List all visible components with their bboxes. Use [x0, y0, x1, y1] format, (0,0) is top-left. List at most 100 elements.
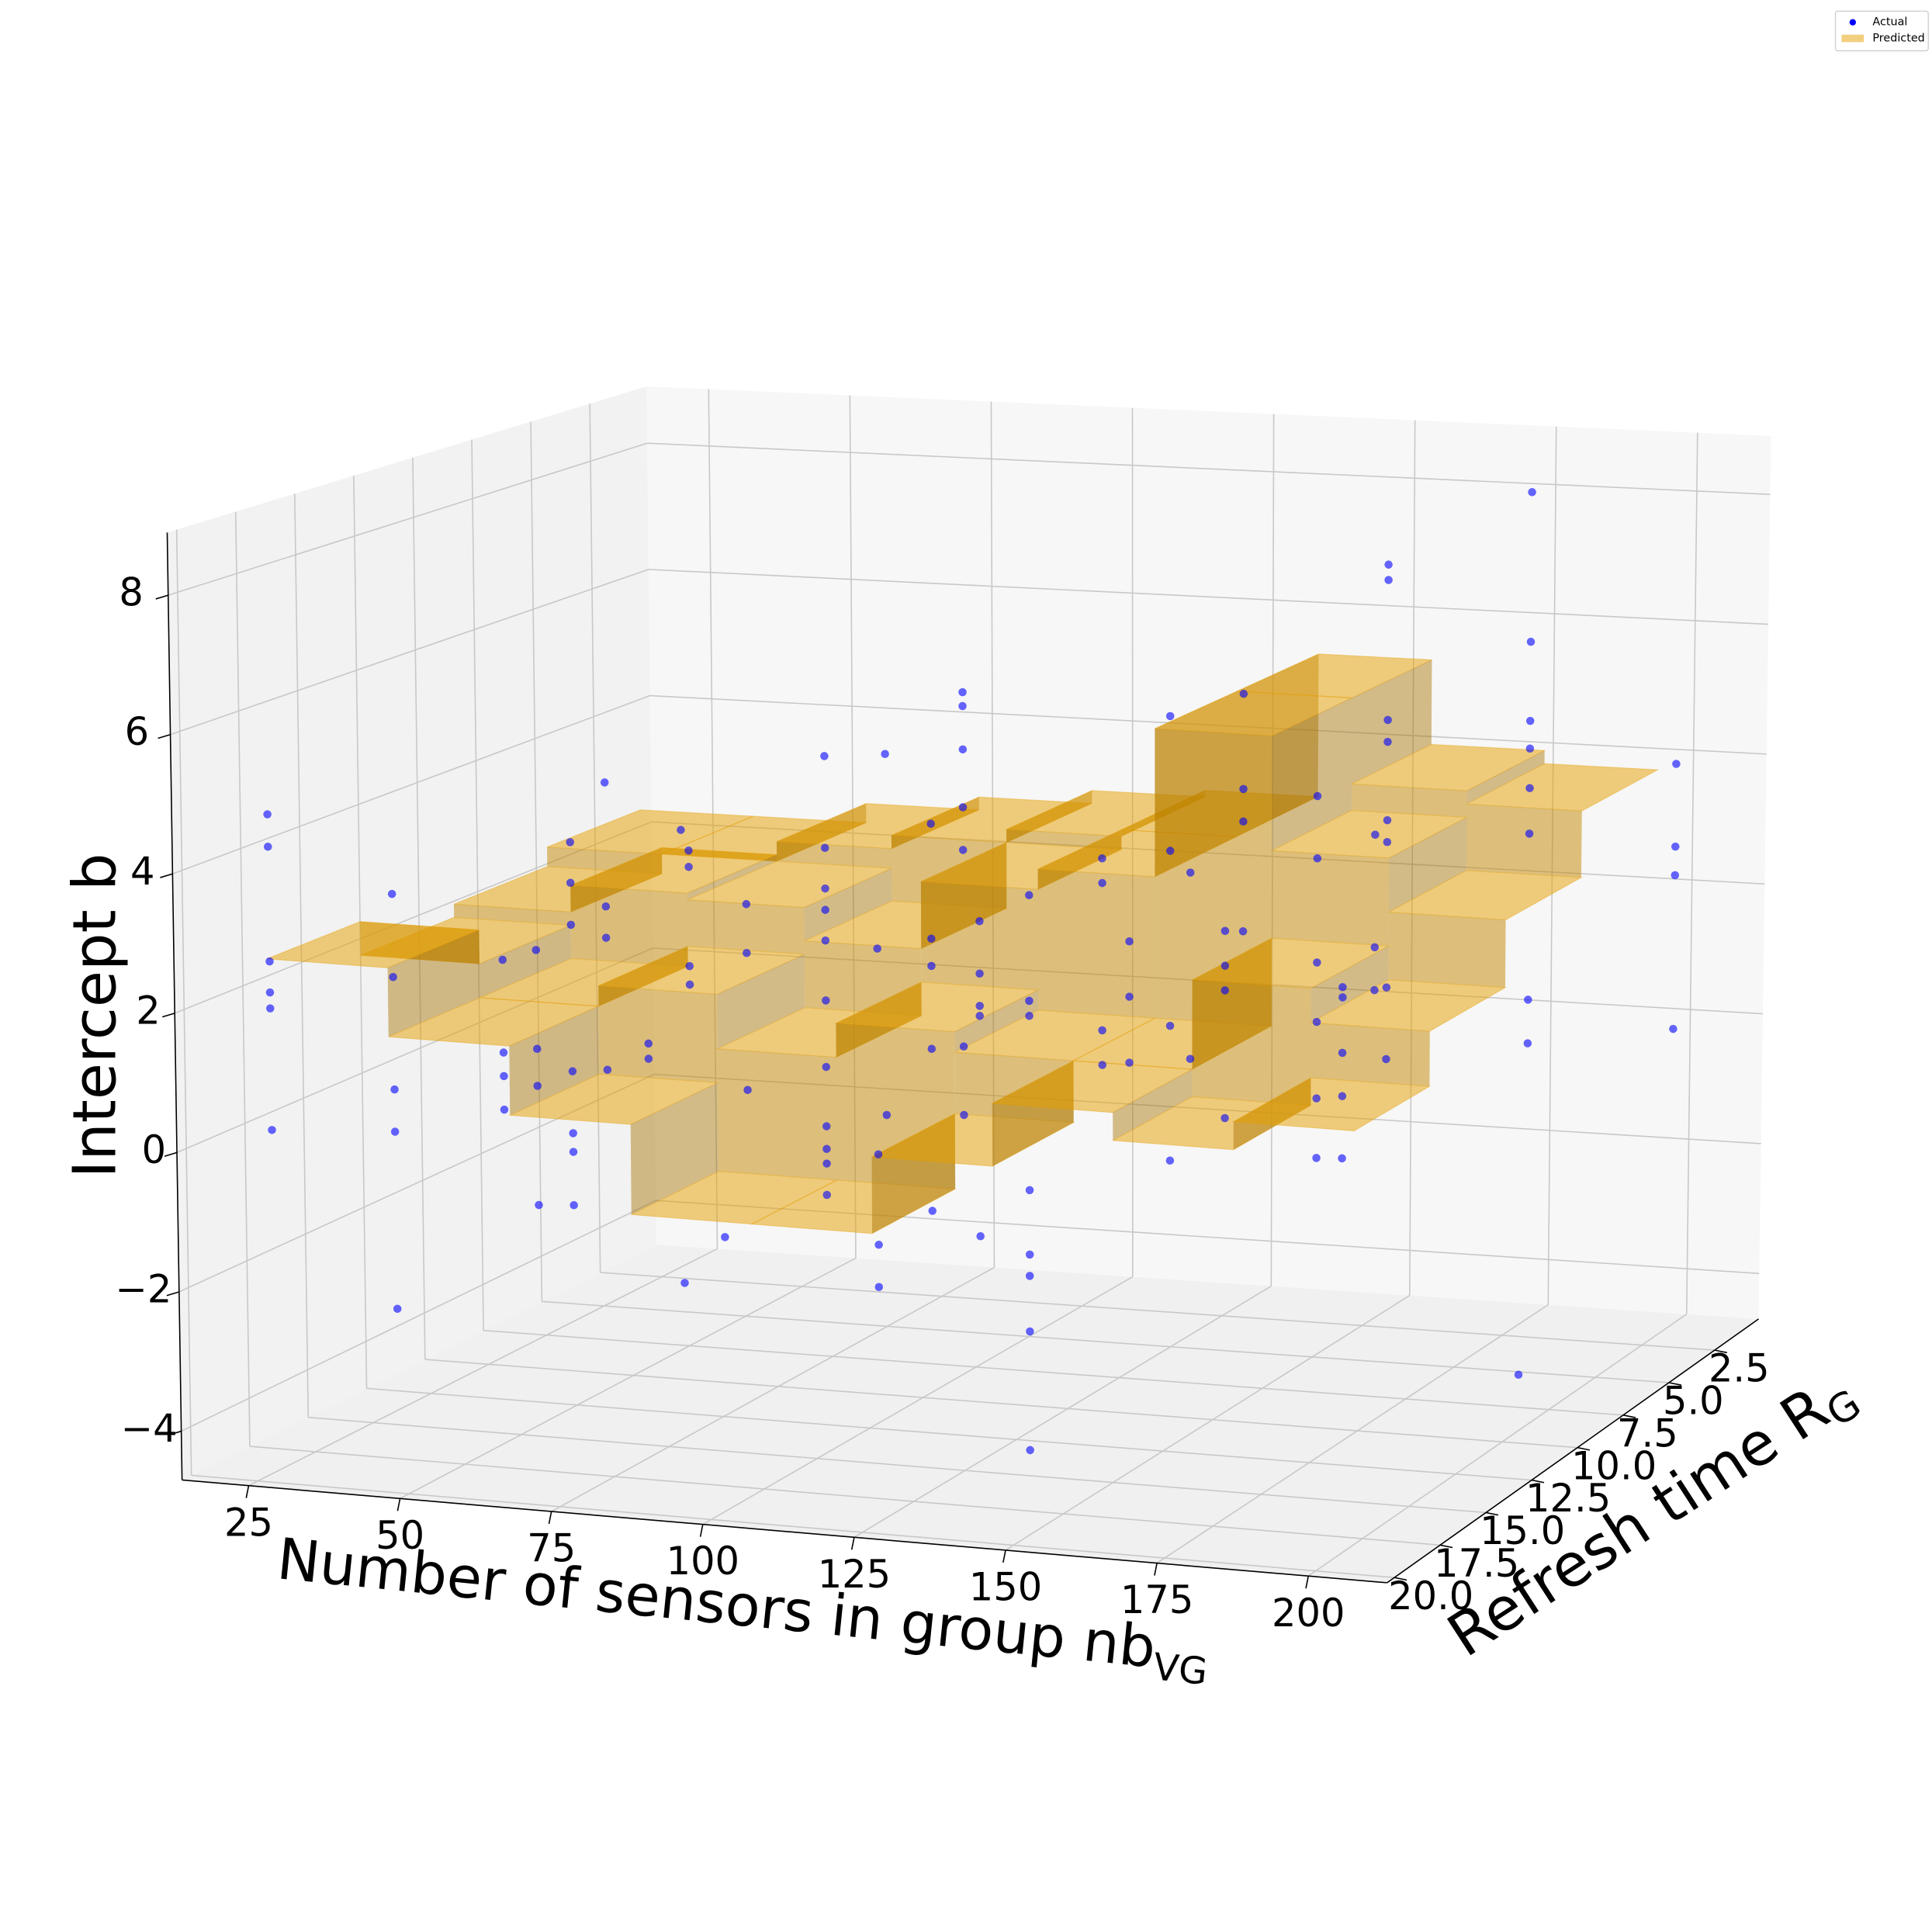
point: [1525, 784, 1534, 793]
point: [1525, 744, 1535, 753]
point: [1526, 637, 1536, 646]
y-tick: [1485, 1511, 1499, 1516]
y-tick: [1668, 1382, 1682, 1386]
point: [266, 1004, 275, 1013]
y-tick-label: 2.5: [1709, 1346, 1770, 1391]
grid-line: [172, 694, 651, 875]
point: [1220, 1113, 1229, 1123]
point: [1523, 1039, 1532, 1047]
point: [721, 1233, 729, 1241]
surface-wall: [479, 925, 572, 998]
point: [821, 884, 829, 893]
surface-wall: [954, 989, 1038, 1053]
point: [1382, 1054, 1390, 1064]
point: [820, 843, 829, 852]
point: [1371, 830, 1380, 840]
surface-wall: [1272, 698, 1352, 851]
x-tick: [1154, 1563, 1158, 1576]
surface-wall: [1113, 1069, 1193, 1141]
point: [926, 819, 935, 828]
x-tick-label: 75: [527, 1526, 576, 1571]
point: [1239, 784, 1248, 794]
surface-wall: [920, 881, 1038, 990]
surface-wall: [1466, 750, 1545, 805]
surface-wall: [1388, 912, 1506, 988]
point: [1672, 760, 1681, 768]
point: [1525, 716, 1535, 725]
point: [566, 878, 575, 888]
point: [1370, 943, 1379, 952]
point: [680, 1279, 689, 1287]
point: [821, 905, 829, 914]
point: [743, 1085, 752, 1095]
point: [1382, 983, 1391, 992]
y-tick: [1439, 1544, 1453, 1549]
point: [822, 1144, 831, 1154]
point: [685, 961, 694, 971]
z-tick: [158, 733, 171, 739]
point: [677, 826, 685, 834]
grid-line: [471, 439, 484, 1331]
grid-line: [1156, 1304, 1549, 1564]
point: [1338, 1092, 1347, 1101]
point: [874, 1241, 883, 1249]
point: [1098, 1061, 1107, 1069]
point: [1313, 854, 1322, 863]
point: [1025, 996, 1034, 1006]
point: [1338, 1154, 1346, 1163]
point: [1125, 1058, 1134, 1067]
point: [958, 745, 968, 754]
point: [1220, 926, 1230, 936]
point: [1528, 488, 1536, 497]
point: [1098, 878, 1106, 888]
point: [1383, 737, 1392, 746]
z-tick-label: −2: [115, 1266, 171, 1311]
point: [1383, 715, 1392, 725]
point: [533, 1082, 542, 1090]
point: [601, 902, 611, 911]
grid-line: [181, 1200, 656, 1432]
surface-wall: [687, 899, 805, 954]
point: [265, 957, 274, 966]
point: [389, 972, 397, 982]
point: [1313, 958, 1321, 967]
grid-line: [412, 457, 426, 1360]
grid-line: [249, 1446, 1441, 1546]
y-tick-label: 5.0: [1663, 1379, 1724, 1424]
point: [265, 988, 275, 997]
points: [263, 488, 1681, 1455]
grid-line: [647, 442, 1771, 495]
point: [975, 969, 984, 978]
z-axis-label: Intercept b: [61, 853, 130, 1178]
surface-wall: [776, 841, 892, 869]
point: [1025, 1272, 1034, 1280]
point: [1384, 560, 1393, 569]
y-tick: [1394, 1577, 1407, 1581]
point: [1125, 937, 1134, 946]
legend-label: Actual: [1872, 16, 1907, 29]
point: [684, 846, 693, 855]
point: [569, 1148, 578, 1156]
x-tick-label: 50: [376, 1513, 424, 1558]
legend: Actual Predicted: [1834, 10, 1929, 52]
x-tick: [396, 1498, 401, 1511]
surface-wall: [717, 1048, 837, 1180]
point: [958, 803, 968, 812]
grid-line: [1270, 414, 1275, 1286]
grid-line: [600, 1272, 1715, 1351]
point: [1238, 927, 1248, 936]
z-tick: [155, 594, 168, 600]
point: [387, 889, 396, 898]
surface: [266, 653, 1660, 1234]
point: [882, 1110, 892, 1120]
surface-wall: [1311, 946, 1389, 1023]
z-tick: [168, 1430, 182, 1436]
surface-wall: [1155, 729, 1272, 1027]
point: [975, 916, 984, 926]
x-tick-label: 200: [1272, 1591, 1345, 1636]
grid-line: [648, 569, 1769, 625]
point: [263, 843, 272, 851]
surface-wall: [1352, 660, 1432, 784]
point: [1098, 1026, 1106, 1035]
